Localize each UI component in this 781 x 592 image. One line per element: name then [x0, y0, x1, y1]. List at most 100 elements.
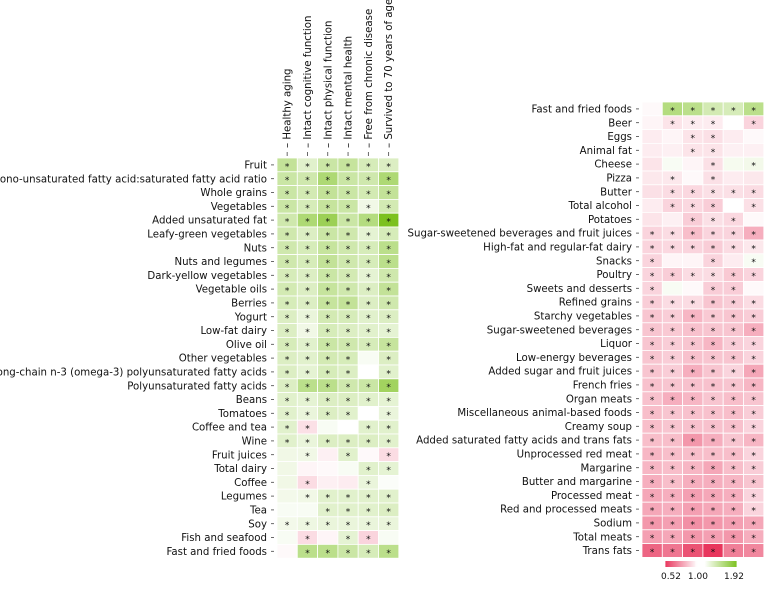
right-significance-star: * [751, 382, 756, 392]
right-significance-star: * [670, 438, 675, 448]
left-significance-star: * [285, 411, 290, 421]
right-significance-star: * [751, 231, 756, 241]
left-significance-star: * [285, 356, 290, 366]
right-significance-star: * [650, 355, 655, 365]
right-row-label: Added saturated fatty acids and trans fa… [416, 436, 632, 447]
right-significance-star: * [731, 424, 736, 434]
left-cell [296, 502, 318, 518]
right-significance-star: * [711, 175, 716, 185]
right-row-label: Fast and fried foods [531, 105, 632, 116]
right-significance-star: * [650, 493, 655, 503]
right-cell [661, 129, 683, 144]
right-row-label: Starchy vegetables [534, 312, 632, 323]
right-significance-star: * [650, 327, 655, 337]
left-significance-star: * [305, 273, 310, 283]
right-significance-star: * [731, 272, 736, 282]
left-significance-star: * [305, 383, 310, 393]
right-significance-star: * [711, 300, 716, 310]
right-significance-star: * [691, 451, 696, 461]
left-row-label: Soy [248, 519, 267, 530]
left-row-label: Nuts [244, 243, 267, 254]
right-significance-star: * [670, 534, 675, 544]
right-significance-star: * [650, 272, 655, 282]
right-cell [641, 115, 663, 131]
left-significance-star: * [305, 411, 310, 421]
right-row-label: Snacks [596, 256, 632, 267]
right-significance-star: * [711, 313, 716, 323]
right-cell [722, 142, 744, 158]
right-cell [641, 101, 663, 117]
right-significance-star: * [670, 424, 675, 434]
right-cell [661, 156, 683, 172]
left-significance-star: * [326, 383, 331, 393]
right-significance-star: * [711, 120, 716, 130]
right-significance-star: * [691, 424, 696, 434]
right-row-label: Red and processed meats [500, 505, 632, 516]
right-significance-star: * [670, 231, 675, 241]
right-significance-star: * [691, 396, 696, 406]
left-significance-star: * [346, 397, 351, 407]
right-significance-star: * [751, 106, 756, 116]
left-significance-star: * [285, 383, 290, 393]
left-cell [317, 530, 339, 545]
right-significance-star: * [670, 479, 675, 489]
left-row-label: Fruit juices [212, 450, 267, 461]
left-cell [276, 488, 298, 504]
left-significance-star: * [305, 549, 310, 559]
right-significance-star: * [751, 451, 756, 461]
right-cell [641, 156, 663, 172]
left-cell [357, 364, 379, 380]
left-significance-star: * [366, 342, 371, 352]
left-significance-star: * [305, 231, 310, 241]
right-significance-star: * [650, 244, 655, 254]
left-significance-star: * [305, 245, 310, 255]
column-label-0: – Healthy aging [283, 68, 294, 148]
right-cell [682, 156, 704, 172]
right-significance-star: * [670, 369, 675, 379]
left-significance-star: * [285, 314, 290, 324]
right-significance-star: * [731, 410, 736, 420]
right-significance-star: * [650, 520, 655, 530]
right-significance-star: * [691, 217, 696, 227]
right-significance-star: * [751, 465, 756, 475]
left-significance-star: * [346, 549, 351, 559]
right-significance-star: * [711, 189, 716, 199]
left-row-label: Tomatoes [217, 409, 267, 420]
right-significance-star: * [691, 369, 696, 379]
right-significance-star: * [650, 465, 655, 475]
left-row-label: Olive oil [226, 340, 267, 351]
right-significance-star: * [691, 382, 696, 392]
right-significance-star: * [751, 369, 756, 379]
right-row-label: Animal fat [580, 146, 632, 157]
left-significance-star: * [326, 218, 331, 228]
right-significance-star: * [751, 548, 756, 558]
left-significance-star: * [386, 190, 391, 200]
left-significance-star: * [285, 204, 290, 214]
left-significance-star: * [326, 300, 331, 310]
left-significance-star: * [386, 369, 391, 379]
left-significance-star: * [366, 245, 371, 255]
left-significance-star: * [386, 287, 391, 297]
left-significance-star: * [305, 176, 310, 186]
right-significance-star: * [751, 272, 756, 282]
right-significance-star: * [650, 451, 655, 461]
left-significance-star: * [386, 425, 391, 435]
right-significance-star: * [731, 507, 736, 517]
right-significance-star: * [731, 286, 736, 296]
right-significance-star: * [691, 479, 696, 489]
left-significance-star: * [346, 162, 351, 172]
right-cell [722, 253, 744, 269]
right-row-label: Cheese [594, 160, 632, 171]
right-significance-star: * [731, 327, 736, 337]
right-significance-star: * [650, 424, 655, 434]
right-significance-star: * [711, 162, 716, 172]
right-significance-star: * [711, 410, 716, 420]
left-row-label: Whole grains [200, 188, 267, 199]
left-significance-star: * [326, 259, 331, 269]
left-row-label: Polyunsaturated fatty acids [127, 381, 267, 392]
left-significance-star: * [386, 300, 391, 310]
left-significance-star: * [326, 438, 331, 448]
left-significance-star: * [346, 507, 351, 517]
legend-label-0: 0.52 [661, 572, 681, 582]
